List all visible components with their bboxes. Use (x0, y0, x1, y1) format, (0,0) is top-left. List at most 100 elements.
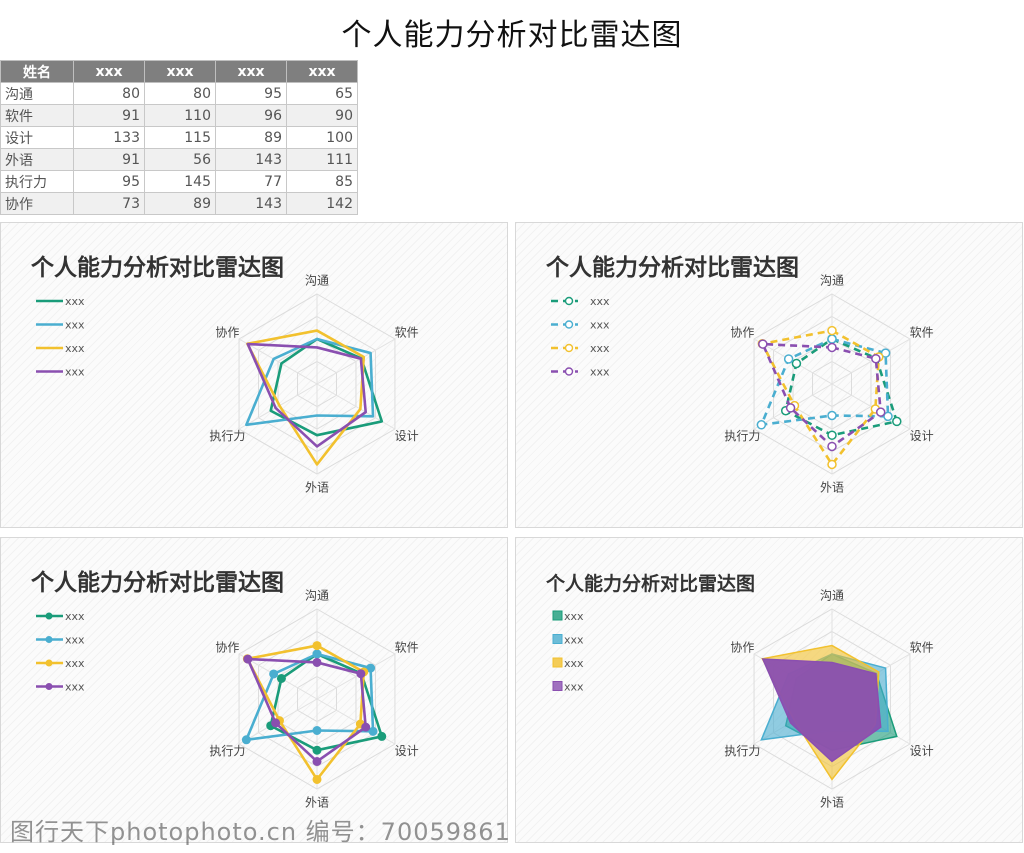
data-point (758, 339, 768, 349)
table-cell: 80 (73, 82, 145, 105)
legend-swatch (552, 657, 563, 668)
data-point (791, 358, 802, 369)
legend-swatch (552, 610, 563, 621)
table-cell: 143 (215, 148, 287, 171)
table-cell: 145 (144, 170, 216, 193)
axis-label: 外语 (820, 481, 844, 495)
radar-chart-panel-line: 个人能力分析对比雷达图 沟通 软件 设计 外语 执行力 协作 xxx xxx xxx xxx (0, 222, 508, 528)
legend-marker (45, 612, 53, 620)
data-point (871, 353, 881, 364)
data-point (756, 420, 767, 430)
data-point (827, 334, 837, 344)
table-cell: 85 (286, 170, 358, 193)
table-row: 沟通 80 80 95 65 (0, 82, 358, 105)
data-point (269, 669, 279, 679)
data-point (312, 649, 322, 659)
axis-label: 外语 (820, 796, 844, 810)
axis-label: 设计 (395, 744, 419, 758)
table-cell: 89 (144, 192, 216, 215)
legend-label: xxx (65, 681, 85, 694)
table-cell: 133 (73, 126, 145, 149)
table-row: 软件 91 110 96 90 (0, 104, 358, 127)
page-title: 个人能力分析对比雷达图 (341, 18, 683, 53)
table-cell: 110 (144, 104, 216, 127)
data-point (377, 731, 387, 741)
series-line (246, 342, 368, 448)
table-cell: 142 (286, 192, 358, 215)
data-point (827, 410, 837, 421)
grid-spoke (238, 383, 318, 430)
legend-label: xxx (65, 634, 85, 647)
axis-label: 沟通 (820, 589, 844, 603)
table-cell: 77 (215, 170, 287, 193)
axis-label: 软件 (395, 325, 419, 339)
data-point (361, 722, 371, 732)
data-point (880, 348, 891, 358)
chart-title: 个人能力分析对比雷达图 (546, 254, 799, 281)
axis-label: 执行力 (724, 429, 760, 443)
radar-chart-panel-dashed: 个人能力分析对比雷达图 沟通 软件 设计 外语 执行力 协作 xxx xxx xxx xxx (515, 222, 1023, 528)
data-point (827, 441, 837, 452)
data-point (312, 726, 322, 735)
grid-spoke (316, 338, 396, 385)
table-row: 外语 91 56 143 111 (0, 148, 358, 171)
row-label: 执行力 (0, 170, 74, 193)
table-cell: 89 (215, 126, 287, 149)
legend-label: xxx (65, 295, 85, 308)
table-row: 设计 133 115 89 100 (0, 126, 358, 149)
table-cell: 143 (215, 192, 287, 215)
legend-label: xxx (65, 610, 85, 623)
table-cell: 91 (73, 104, 145, 127)
axis-label: 执行力 (724, 744, 760, 758)
table-cell: 95 (73, 170, 145, 193)
table-row: 执行力 95 145 77 85 (0, 170, 358, 193)
axis-label: 协作 (730, 639, 754, 654)
table-cell: 100 (286, 126, 358, 149)
axis-label: 外语 (305, 481, 329, 495)
legend-label: xxx (590, 342, 610, 355)
row-label: 协作 (0, 192, 74, 215)
watermark: 图行天下photophoto.cn 编号：70059861 (10, 818, 511, 846)
axis-label: 协作 (215, 639, 239, 654)
legend-marker (564, 343, 574, 353)
legend-marker (45, 659, 53, 667)
data-point (312, 745, 322, 755)
legend-label: xxx (590, 366, 610, 379)
legend-label: xxx (590, 319, 610, 332)
data-point (368, 726, 378, 736)
data-point (366, 663, 376, 673)
legend-label: xxx (65, 342, 85, 355)
legend-label: xxx (65, 657, 85, 670)
legend-marker (45, 683, 53, 690)
data-point (883, 411, 893, 422)
legend-marker (45, 636, 53, 643)
legend-label: xxx (590, 295, 610, 308)
legend-marker (564, 367, 574, 376)
series-line (761, 342, 883, 448)
axis-label: 软件 (910, 325, 934, 339)
row-label: 设计 (0, 126, 74, 149)
data-point (276, 673, 286, 683)
axis-label: 执行力 (209, 429, 245, 443)
table-cell: 80 (144, 82, 216, 105)
table-row: 协作 73 89 143 142 (0, 192, 358, 215)
data-point (271, 718, 281, 728)
data-point (356, 669, 366, 679)
legend-label: xxx (564, 634, 584, 647)
axis-label: 设计 (910, 429, 934, 443)
table-cell: 90 (286, 104, 358, 127)
table-header-cell: xxx (144, 60, 216, 83)
grid-spoke (831, 338, 911, 385)
data-point (312, 774, 322, 784)
axis-label: 外语 (305, 796, 329, 810)
legend-label: xxx (564, 681, 584, 694)
table-cell: 73 (73, 192, 145, 215)
table-cell: 65 (286, 82, 358, 105)
series-area (761, 658, 882, 763)
table-cell: 111 (286, 148, 358, 171)
data-point (892, 416, 902, 427)
